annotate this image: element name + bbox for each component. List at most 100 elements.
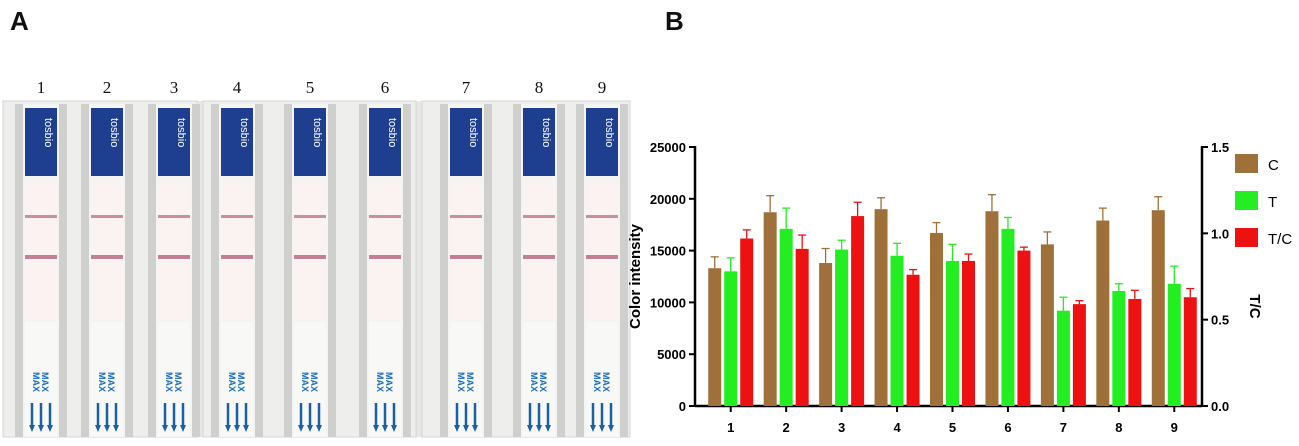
bar-c-2	[763, 212, 777, 406]
control-line	[221, 215, 253, 218]
test-line	[523, 255, 555, 259]
strip-number: 5	[306, 78, 315, 97]
strip-brand-label	[450, 108, 482, 176]
arrow-head-icon	[171, 425, 177, 432]
strip-brand-text: tosbio	[42, 118, 54, 147]
legend-swatch-c	[1235, 154, 1258, 173]
max-mark: MAX	[384, 372, 394, 392]
strip-pad	[586, 182, 618, 320]
max-mark: MAX	[601, 372, 611, 392]
bar-t-3	[835, 249, 849, 406]
y-right-axis-title: T/C	[1246, 294, 1263, 318]
max-mark: MAX	[309, 372, 319, 392]
control-line	[586, 215, 618, 218]
strip-pad	[523, 182, 555, 320]
bar-t-7	[1056, 310, 1070, 406]
max-mark: MAX	[31, 372, 41, 392]
bar-tc-7	[1072, 304, 1086, 406]
arrow-head-icon	[95, 425, 101, 432]
max-mark: MAX	[465, 372, 475, 392]
control-line	[25, 215, 57, 218]
arrow-head-icon	[307, 425, 313, 432]
y-left-tick-label: 25000	[650, 140, 686, 155]
bar-c-4	[874, 209, 888, 406]
x-tick-label: 1	[727, 420, 734, 435]
strip-pad	[221, 182, 253, 320]
strip-pad	[369, 182, 401, 320]
max-mark: MAX	[236, 372, 246, 392]
bar-c-6	[985, 211, 999, 406]
bar-t-5	[946, 260, 959, 406]
control-line	[158, 215, 190, 218]
strip-brand-text: tosbio	[175, 118, 187, 147]
y-left-tick-label: 0	[679, 399, 686, 414]
x-tick-label: 2	[783, 420, 790, 435]
arrow-head-icon	[104, 425, 110, 432]
test-line	[294, 255, 326, 259]
strip-brand-label	[586, 108, 618, 176]
bar-c-5	[930, 232, 943, 406]
bar-c-9	[1151, 210, 1165, 406]
bar-c-7	[1040, 244, 1054, 406]
bar-tc-1	[740, 238, 754, 406]
max-mark: MAX	[592, 372, 602, 392]
x-tick-label: 6	[1004, 420, 1011, 435]
test-line	[221, 255, 253, 259]
y-left-tick-label: 5000	[657, 347, 686, 362]
panel-b-label: B	[665, 6, 684, 36]
strip-pad	[294, 182, 326, 320]
arrow-head-icon	[391, 425, 397, 432]
bar-tc-6	[1017, 250, 1031, 406]
strip-brand-label	[523, 108, 555, 176]
strip-brand-label	[369, 108, 401, 176]
strip-brand-text: tosbio	[603, 118, 615, 147]
strip-number: 1	[37, 78, 46, 97]
bar-c-3	[819, 263, 833, 406]
arrow-head-icon	[38, 425, 44, 432]
control-line	[294, 215, 326, 218]
strip-brand-label	[221, 108, 253, 176]
arrow-head-icon	[298, 425, 304, 432]
max-mark: MAX	[164, 372, 174, 392]
test-line	[369, 255, 401, 259]
strip-number: 3	[170, 78, 179, 97]
strip-pad	[450, 182, 482, 320]
arrow-head-icon	[463, 425, 469, 432]
arrow-head-icon	[113, 425, 119, 432]
arrow-head-icon	[382, 425, 388, 432]
test-line	[586, 255, 618, 259]
max-mark: MAX	[97, 372, 107, 392]
arrow-head-icon	[527, 425, 533, 432]
arrow-head-icon	[316, 425, 322, 432]
arrow-head-icon	[599, 425, 605, 432]
panel-a-label: A	[10, 6, 29, 36]
control-line	[450, 215, 482, 218]
strip-pad	[158, 182, 190, 320]
max-mark: MAX	[456, 372, 466, 392]
bar-tc-3	[851, 216, 865, 406]
bar-tc-4	[906, 274, 920, 406]
strip-brand-text: tosbio	[467, 118, 479, 147]
arrow-head-icon	[234, 425, 240, 432]
arrow-head-icon	[162, 425, 168, 432]
bar-tc-5	[962, 260, 975, 406]
bar-t-1	[724, 271, 738, 406]
strip-number: 9	[598, 78, 607, 97]
max-mark: MAX	[227, 372, 237, 392]
x-tick-label: 7	[1060, 420, 1067, 435]
bar-t-6	[1001, 228, 1015, 406]
strip-brand-label	[91, 108, 123, 176]
arrow-head-icon	[29, 425, 35, 432]
x-tick-label: 5	[949, 420, 956, 435]
control-line	[369, 215, 401, 218]
y-left-tick-label: 15000	[650, 244, 686, 259]
test-line	[25, 255, 57, 259]
strip-number: 7	[462, 78, 471, 97]
strip-number: 2	[103, 78, 112, 97]
legend-swatch-t	[1235, 191, 1258, 210]
arrow-head-icon	[590, 425, 596, 432]
bar-t-8	[1112, 291, 1126, 406]
y-right-tick-label: 0.0	[1211, 399, 1229, 414]
legend-swatch-tc	[1235, 228, 1258, 247]
strip-brand-text: tosbio	[108, 118, 120, 147]
